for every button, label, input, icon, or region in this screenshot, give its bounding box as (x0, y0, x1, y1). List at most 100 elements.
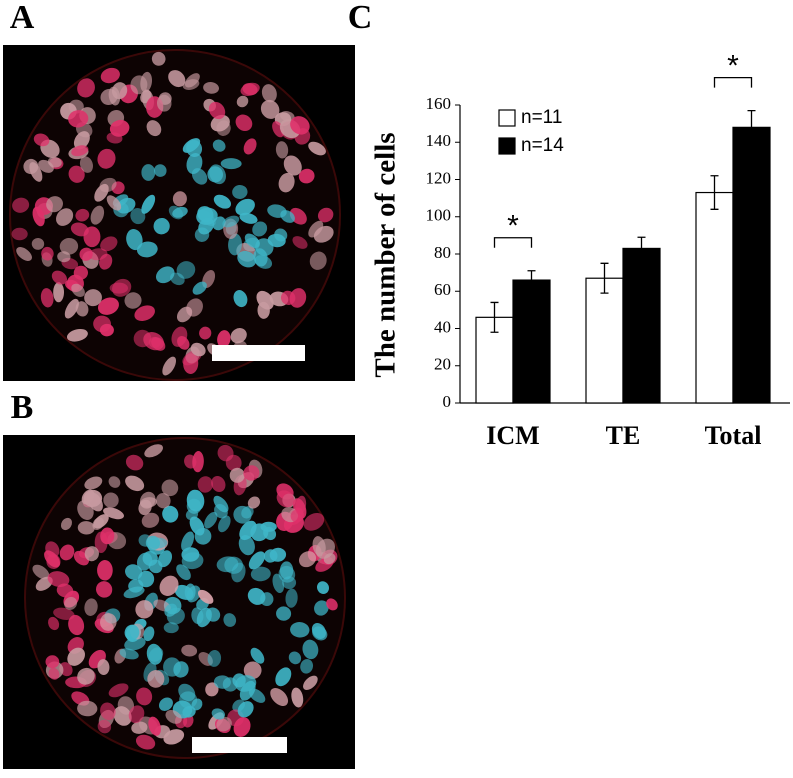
cell-nucleus (236, 95, 249, 108)
cell-nucleus (77, 700, 98, 717)
y-tick-label: 160 (426, 94, 452, 113)
cell-nucleus (182, 706, 196, 718)
cell-nucleus (147, 537, 168, 549)
y-tick-label: 140 (426, 131, 452, 150)
cell-nucleus (71, 145, 89, 157)
cell-nucleus (163, 622, 179, 634)
cell-nucleus (97, 148, 116, 169)
cell-nucleus (186, 585, 201, 603)
cell-nucleus (216, 716, 232, 732)
cell-nucleus (298, 551, 317, 568)
cell-nucleus (59, 544, 75, 561)
cell-nucleus (11, 227, 28, 241)
cell-nucleus (73, 131, 90, 150)
cell-nucleus (171, 326, 188, 347)
cell-nucleus (46, 196, 63, 213)
cell-nucleus (16, 247, 32, 261)
cell-nucleus (278, 565, 296, 583)
cell-nucleus (192, 281, 207, 295)
cell-nucleus (211, 708, 226, 720)
cell-nucleus (158, 550, 173, 568)
cell-nucleus (144, 444, 163, 458)
cell-nucleus (185, 508, 199, 521)
cell-nucleus (75, 208, 90, 222)
significance-bracket (713, 76, 753, 88)
cell-nucleus (280, 210, 295, 223)
cell-nucleus (77, 78, 95, 98)
cell-nucleus (103, 507, 124, 520)
cell-nucleus (117, 696, 135, 715)
cell-nucleus (97, 659, 110, 675)
cell-nucleus (68, 614, 85, 636)
cell-nucleus (106, 195, 122, 211)
cell-nucleus (172, 191, 187, 207)
bar (585, 277, 624, 404)
cell-nucleus (317, 207, 334, 223)
cell-nucleus (228, 233, 242, 256)
cell-nucleus (237, 250, 257, 268)
cell-nucleus (32, 206, 45, 227)
y-tick-label: 60 (434, 280, 451, 299)
cell-nucleus (311, 622, 326, 639)
cell-nucleus (189, 516, 205, 536)
cell-nucleus (90, 205, 105, 225)
cell-nucleus (186, 489, 205, 512)
micrograph-a (3, 45, 355, 381)
cell-nucleus (68, 165, 85, 183)
micrograph-b (3, 435, 355, 769)
cell-nucleus (159, 575, 179, 596)
cell-nucleus (116, 197, 136, 214)
cell-nucleus (48, 667, 60, 680)
cell-nucleus (97, 719, 112, 734)
x-tick-label: TE (606, 421, 641, 450)
cell-nucleus (190, 342, 206, 357)
cell-nucleus (31, 237, 45, 250)
cell-nucleus (300, 659, 314, 674)
error-bar (600, 262, 609, 294)
cell-nucleus (71, 283, 85, 297)
cell-nucleus (186, 298, 203, 317)
cell-nucleus (209, 164, 226, 185)
cell-nucleus (92, 517, 104, 531)
y-tick-label: 120 (426, 168, 452, 187)
cell-nucleus (276, 490, 295, 508)
significance-bracket (493, 237, 533, 248)
cell-nucleus (291, 687, 304, 708)
cell-nucleus (119, 648, 139, 660)
cell-nucleus (163, 729, 185, 745)
cell-nucleus (51, 270, 68, 285)
cell-nucleus (108, 683, 129, 698)
cell-nucleus (147, 670, 165, 688)
cell-nucleus (283, 155, 302, 176)
cell-nucleus (260, 592, 274, 607)
cell-nucleus (214, 503, 228, 519)
cell-nucleus (128, 705, 145, 724)
cell-nucleus (48, 616, 60, 631)
panel-label: B (11, 389, 34, 426)
cell-nucleus (53, 282, 65, 303)
cell-nucleus (97, 560, 113, 581)
cell-nucleus (317, 581, 329, 594)
cell-nucleus (276, 606, 292, 621)
cell-nucleus (235, 198, 255, 216)
y-tick-label: 20 (434, 355, 451, 374)
cell-nucleus (315, 538, 335, 559)
x-tick-label: Total (705, 421, 762, 450)
cell-nucleus (66, 328, 88, 342)
cell-nucleus (191, 698, 203, 711)
cell-nucleus (218, 515, 231, 533)
cell-nucleus (100, 67, 120, 84)
cell-nucleus (231, 562, 246, 583)
significance-label: * (507, 210, 519, 243)
cell-nucleus (148, 716, 161, 736)
cell-nucleus (237, 701, 254, 718)
cell-nucleus (250, 566, 271, 582)
y-tick-label: 40 (434, 317, 451, 336)
cell-nucleus (248, 551, 266, 570)
legend-swatch (498, 137, 516, 155)
cell-nucleus (211, 476, 226, 493)
cell-nucleus (313, 225, 334, 243)
cell-nucleus (290, 622, 310, 638)
cell-nucleus (125, 475, 145, 492)
